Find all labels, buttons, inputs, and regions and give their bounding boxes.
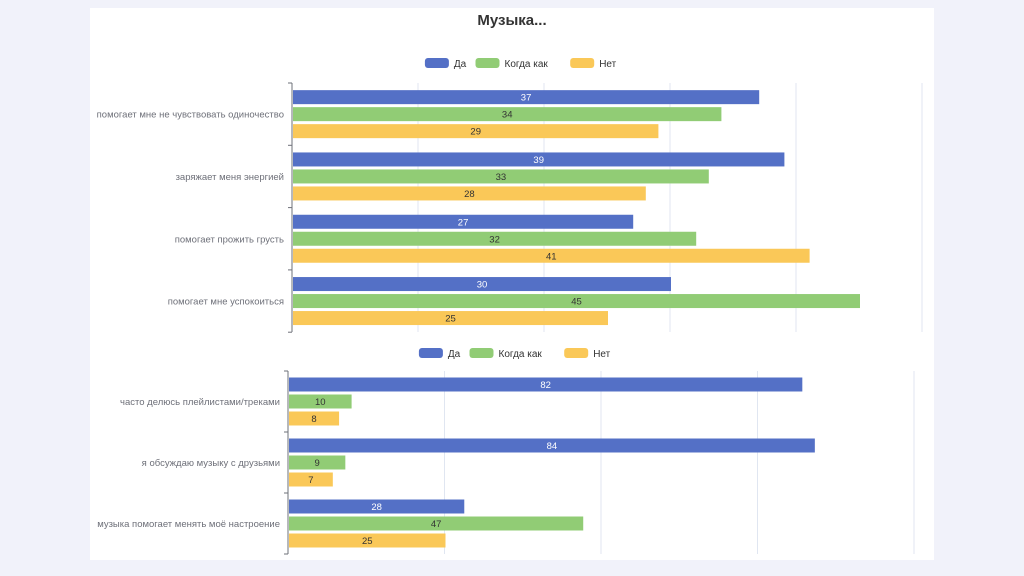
bar-value-label: 25 [362,536,373,547]
category-label: помогает мне не чувствовать одиночество [97,110,284,121]
bar-value-label: 8 [311,414,316,425]
bar [293,248,810,263]
legend-label-2: Когда как [505,59,549,70]
bar [289,533,446,548]
category-label: помогает прожить грусть [175,234,284,245]
legend-label-2: Когда как [499,349,543,360]
bar-value-label: 10 [315,397,326,408]
chart-2: Да Когда как Нет часто делюсь плейлистами/т… [97,348,915,555]
bar [293,124,659,139]
bar-value-label: 41 [546,251,557,262]
legend-swatch-3 [564,348,589,358]
bar [289,516,584,531]
bar [289,472,333,487]
bar-value-label: 28 [464,189,475,200]
bar-value-label: 82 [540,380,551,391]
page-title: Музыка... [477,12,547,29]
bar-value-label: 25 [445,314,456,325]
bar [289,394,352,409]
category-label: часто делюсь плейлистами/треками [120,397,280,408]
bar-value-label: 28 [371,502,382,513]
bar-value-label: 34 [502,110,513,121]
bar-value-label: 7 [308,475,313,486]
category-label: заряжает меня энергией [176,172,284,183]
bar [293,214,634,229]
bar [293,169,709,184]
bar [289,377,803,392]
legend-swatch-2 [475,58,500,68]
bar-value-label: 37 [521,93,532,104]
bar [293,294,860,309]
bar [289,455,346,470]
bar-value-label: 27 [458,217,469,228]
bar [293,231,697,246]
bar-value-label: 32 [489,234,500,245]
legend-swatch-1 [418,348,443,358]
bar [289,411,340,426]
bar-value-label: 84 [547,441,558,452]
legend-swatch-2 [469,348,494,358]
legend-label-1: Да [454,59,467,70]
bar-value-label: 47 [431,519,442,530]
legend-label-3: Нет [593,349,610,360]
bar [289,438,815,453]
legend-swatch-1 [424,58,449,68]
chart-1: Да Когда как Нет помогает мне не чувствоват… [97,58,923,333]
bar [293,152,785,167]
legend-label-1: Да [448,349,461,360]
bar [293,277,671,292]
category-label: помогает мне успокоиться [168,297,284,308]
bar-value-label: 33 [496,172,507,183]
bar-value-label: 9 [315,458,320,469]
bar-value-label: 30 [477,280,488,291]
bar [293,186,646,201]
bar [293,311,608,326]
bar [293,107,722,122]
bar-value-label: 39 [533,155,544,166]
bar [293,90,760,105]
category-label: я обсуждаю музыку с друзьями [142,458,280,469]
category-label: музыка помогает менять моё настроение [97,519,280,530]
bar [289,499,465,514]
legend-swatch-3 [570,58,595,68]
bar-value-label: 29 [470,127,481,138]
legend-label-3: Нет [599,59,616,70]
bar-value-label: 45 [571,297,582,308]
